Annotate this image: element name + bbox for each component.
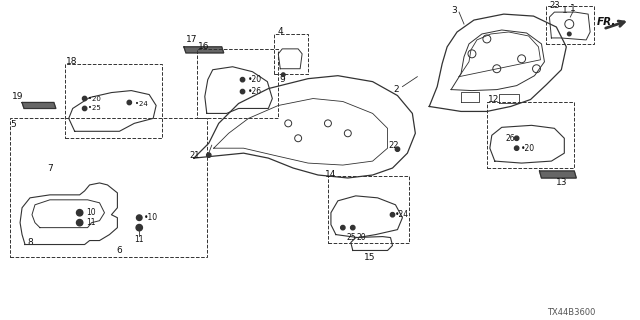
Text: •20: •20 [248, 75, 262, 84]
Text: FR.: FR. [597, 17, 616, 27]
Text: 19: 19 [12, 92, 24, 101]
Text: •20: •20 [520, 144, 534, 153]
Circle shape [76, 210, 83, 216]
Text: 26: 26 [505, 134, 515, 143]
Text: 8: 8 [27, 238, 33, 247]
Text: 1: 1 [563, 6, 568, 15]
Polygon shape [22, 102, 56, 108]
Text: 5: 5 [10, 120, 16, 129]
Text: 9: 9 [280, 75, 285, 84]
Circle shape [390, 212, 395, 217]
Polygon shape [184, 47, 223, 53]
Text: 15: 15 [364, 253, 376, 262]
Text: •26: •26 [248, 87, 262, 96]
Text: 17: 17 [186, 36, 198, 44]
Circle shape [396, 147, 399, 151]
Circle shape [241, 89, 244, 94]
Text: 14: 14 [325, 170, 337, 179]
Text: 10: 10 [86, 208, 95, 217]
Circle shape [515, 146, 519, 150]
Text: 13: 13 [556, 179, 567, 188]
Text: 23: 23 [549, 1, 560, 10]
Text: 4: 4 [278, 28, 283, 36]
Circle shape [207, 153, 211, 157]
Circle shape [127, 100, 131, 105]
Text: TX44B3600: TX44B3600 [547, 308, 595, 316]
Text: 12: 12 [488, 95, 499, 104]
Bar [65, 64, 162, 138]
Text: 25: 25 [347, 233, 356, 242]
Circle shape [136, 224, 143, 231]
Text: 11: 11 [86, 218, 95, 227]
Circle shape [340, 226, 345, 230]
Bar [328, 176, 410, 243]
Text: 16: 16 [198, 42, 209, 52]
Bar [547, 6, 594, 44]
Text: 22: 22 [388, 141, 399, 150]
Bar [10, 118, 207, 257]
Circle shape [282, 73, 285, 76]
Bar [487, 101, 574, 168]
Bar [197, 49, 278, 118]
Circle shape [351, 226, 355, 230]
Text: •24: •24 [396, 210, 410, 219]
Text: •20: •20 [88, 96, 101, 101]
Bar [275, 34, 308, 74]
Polygon shape [540, 171, 576, 178]
Text: 6: 6 [116, 246, 122, 255]
Circle shape [83, 106, 87, 111]
Text: 20: 20 [357, 233, 367, 242]
Text: •24: •24 [135, 101, 148, 108]
Circle shape [515, 136, 519, 140]
Text: 21: 21 [189, 151, 200, 160]
Text: 2: 2 [394, 85, 399, 94]
Circle shape [241, 77, 244, 82]
Text: 11: 11 [134, 235, 144, 244]
Text: •25: •25 [88, 106, 101, 111]
Circle shape [83, 96, 87, 101]
Text: 3: 3 [451, 6, 457, 15]
Text: 18: 18 [66, 57, 77, 66]
Circle shape [76, 220, 83, 226]
Text: 1: 1 [570, 4, 576, 13]
Circle shape [568, 32, 571, 36]
Text: •10: •10 [144, 213, 158, 222]
Text: 7: 7 [47, 164, 52, 172]
Circle shape [136, 215, 142, 220]
